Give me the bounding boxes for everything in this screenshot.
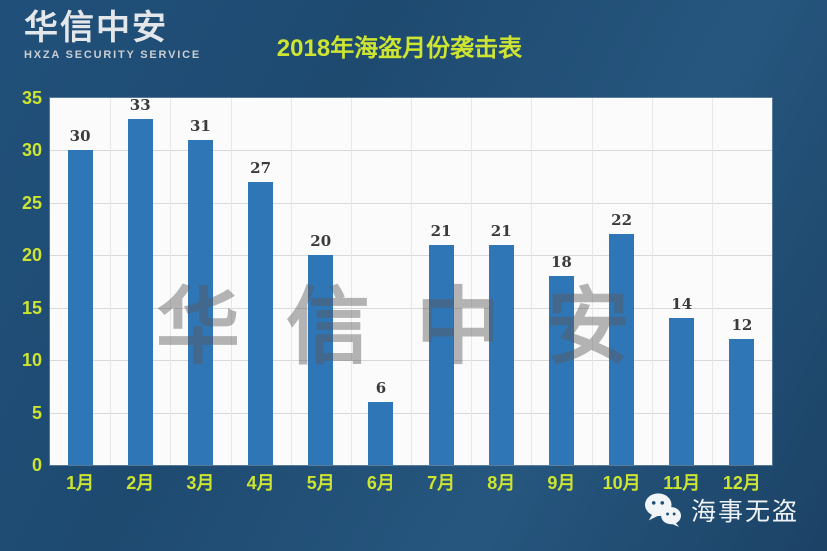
logo-title: 华信中安 xyxy=(24,9,168,47)
bar-7月 xyxy=(428,244,454,465)
y-axis-tick-30: 30 xyxy=(21,140,42,161)
gridline-x-5 xyxy=(350,98,352,465)
x-axis-tick-11月: 11月 xyxy=(663,473,701,493)
x-axis-tick-3月: 3月 xyxy=(186,473,215,493)
gridline-x-6 xyxy=(411,98,412,465)
gridline-x-4 xyxy=(290,98,292,465)
bar-12月 xyxy=(729,339,755,465)
x-axis-tick-2月: 2月 xyxy=(126,473,155,493)
plot-area: 30 33 31 27 20 6 21 21 18 22 14 12 xyxy=(50,95,772,465)
bar-3月 xyxy=(187,139,213,465)
chart-title: 2018年海盗月份袭击表 xyxy=(276,35,523,62)
bar-value-label-2月: 33 xyxy=(129,95,151,114)
bar-9月 xyxy=(548,276,574,465)
bar-4月 xyxy=(248,181,274,465)
bar-2月 xyxy=(127,118,153,465)
gridline-x-8 xyxy=(531,98,533,465)
x-axis-tick-9月: 9月 xyxy=(547,473,576,493)
bar-value-label-1月: 30 xyxy=(69,127,91,146)
bar-11月 xyxy=(669,318,695,465)
bar-8月 xyxy=(488,244,514,465)
bar-value-label-3月: 31 xyxy=(189,116,211,135)
y-axis-tick-35: 35 xyxy=(21,88,42,108)
x-axis-tick-12月: 12月 xyxy=(722,473,761,493)
bar-value-label-4月: 27 xyxy=(250,158,272,177)
y-axis-tick-20: 20 xyxy=(21,245,42,266)
logo-subtitle: HXZA SECURITY SERVICE xyxy=(24,49,201,61)
bar-value-label-7月: 21 xyxy=(430,221,452,240)
gridline-x-7 xyxy=(471,98,473,465)
gridline-x-9 xyxy=(591,98,593,465)
x-axis-tick-1月: 1月 xyxy=(66,473,95,493)
bar-1月 xyxy=(67,150,93,465)
bar-value-label-12月: 12 xyxy=(731,316,753,335)
bar-value-label-10月: 22 xyxy=(611,211,633,230)
logo: 华信中安 HXZA SECURITY SERVICE xyxy=(24,8,201,61)
bar-value-label-6月: 6 xyxy=(375,379,387,398)
bar-5月 xyxy=(308,255,334,465)
y-axis-tick-25: 25 xyxy=(21,192,42,213)
x-axis-tick-7月: 7月 xyxy=(427,473,456,493)
gridline-x-1 xyxy=(110,98,112,465)
wechat-icon xyxy=(644,493,681,528)
y-axis-tick-10: 10 xyxy=(21,350,42,371)
gridline-x-11 xyxy=(711,98,713,465)
y-axis-tick-0: 0 xyxy=(31,455,42,475)
wechat-footer: 海事无盗 xyxy=(644,492,799,528)
bar-6月 xyxy=(368,402,394,465)
x-axis-tick-8月: 8月 xyxy=(487,473,516,493)
x-axis-tick-4月: 4月 xyxy=(246,473,275,493)
wechat-account-name: 海事无盗 xyxy=(690,498,799,526)
gridline-x-10 xyxy=(651,98,653,465)
gridline-x-3 xyxy=(230,98,232,465)
y-axis-tick-15: 15 xyxy=(21,297,42,318)
gridline-x-2 xyxy=(170,98,172,465)
x-axis-tick-10月: 10月 xyxy=(602,473,641,493)
y-axis-tick-5: 5 xyxy=(31,402,42,423)
bar-value-label-5月: 20 xyxy=(310,232,332,251)
bar-value-label-11月: 14 xyxy=(671,295,693,314)
x-axis-tick-6月: 6月 xyxy=(366,473,395,493)
bar-10月 xyxy=(609,234,635,465)
bar-value-label-8月: 21 xyxy=(490,221,512,240)
x-axis-tick-5月: 5月 xyxy=(306,473,335,493)
bar-value-label-9月: 18 xyxy=(550,253,572,272)
